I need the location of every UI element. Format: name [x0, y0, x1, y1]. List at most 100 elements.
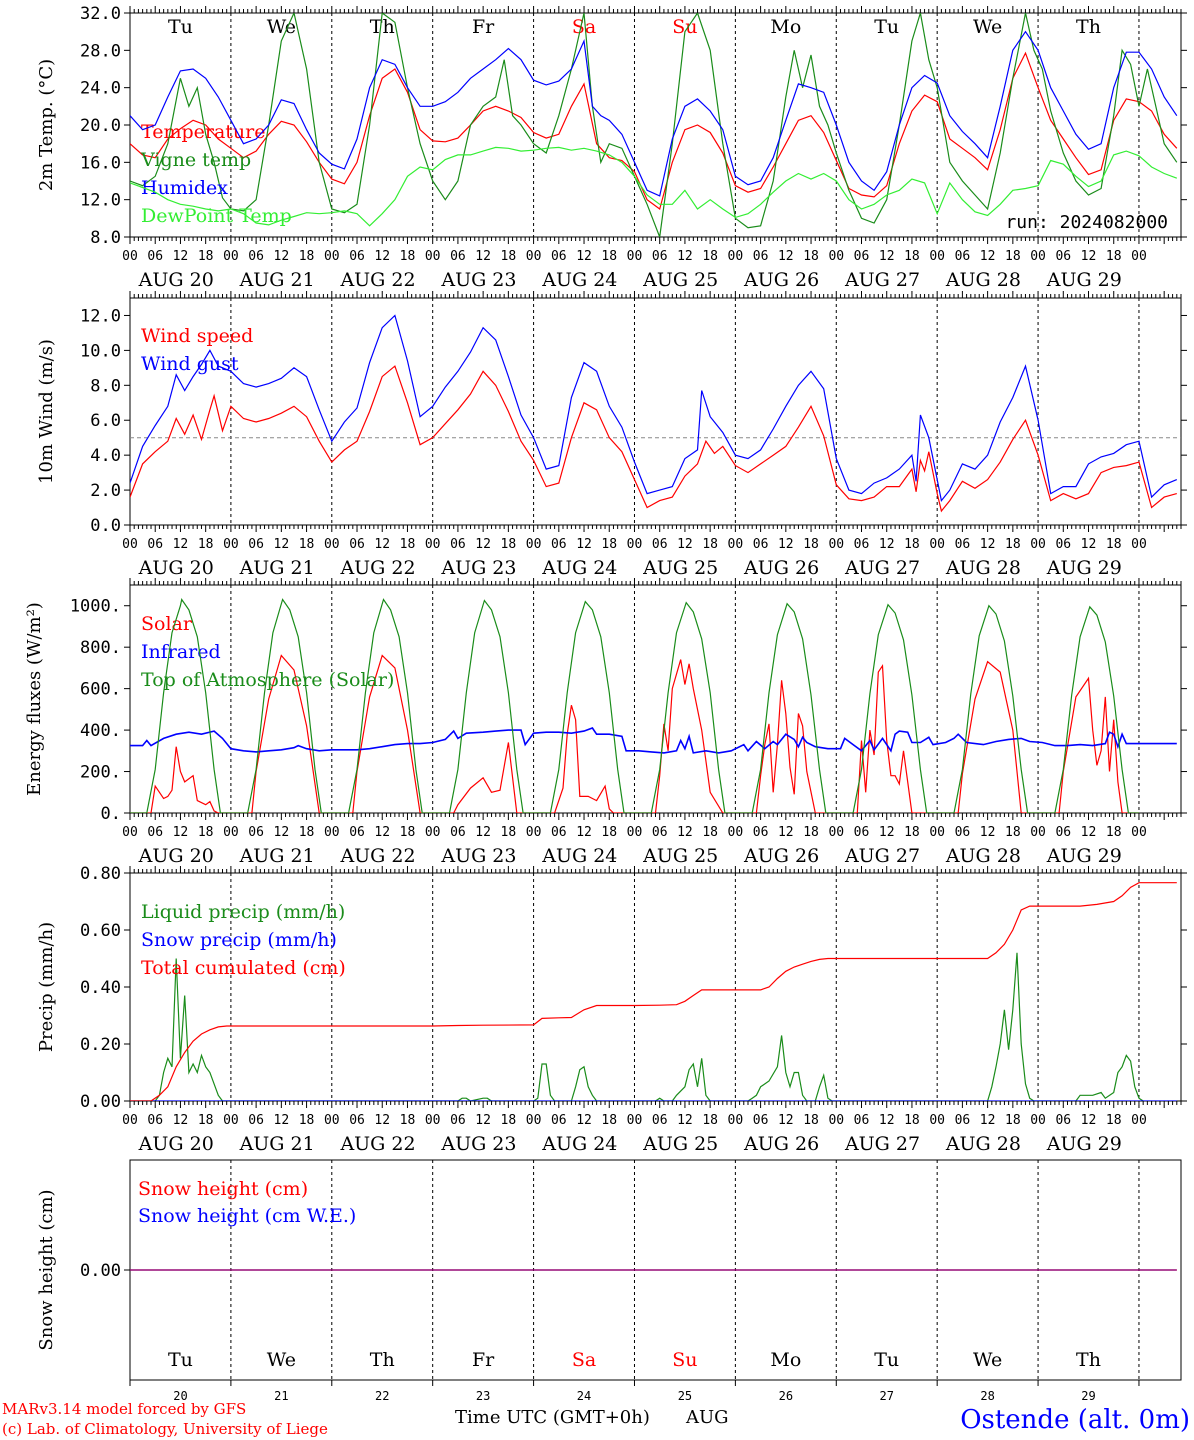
- hour-tick-label: 18: [501, 249, 517, 264]
- hour-tick-label: 00: [122, 1113, 138, 1128]
- hour-tick-label: 12: [374, 825, 390, 840]
- bottom-weekday-label: Tu: [874, 1349, 899, 1371]
- hour-tick-label: 18: [601, 249, 617, 264]
- date-label: AUG 29: [1046, 557, 1122, 579]
- hour-tick-label: 00: [526, 825, 542, 840]
- date-label: AUG 26: [743, 845, 819, 867]
- hour-tick-label: 18: [803, 249, 819, 264]
- series-line-temperature: [130, 51, 1178, 211]
- hour-tick-label: 12: [980, 249, 996, 264]
- hour-tick-label: 12: [1081, 537, 1097, 552]
- hour-tick-label: 12: [576, 1113, 592, 1128]
- date-label: AUG 22: [339, 269, 415, 291]
- weekday-label: Tu: [874, 16, 899, 38]
- legend-entry: Total cumulated (cm): [141, 957, 346, 979]
- date-label: AUG 22: [339, 1133, 415, 1155]
- legend-entry: Infrared: [141, 641, 221, 663]
- hour-tick-label: 06: [1055, 825, 1071, 840]
- hour-tick-label: 12: [274, 1113, 290, 1128]
- hour-tick-label: 18: [803, 825, 819, 840]
- hour-tick-label: 18: [1005, 537, 1021, 552]
- hour-tick-label: 18: [702, 537, 718, 552]
- hour-tick-label: 18: [501, 825, 517, 840]
- hour-tick-label: 00: [223, 537, 239, 552]
- hour-tick-label: 00: [425, 825, 441, 840]
- y-tick-label: 0.20: [80, 1035, 121, 1055]
- weekday-label: Sa: [572, 16, 596, 38]
- hour-tick-label: 18: [198, 249, 214, 264]
- y-tick-label: 600.: [80, 680, 121, 700]
- y-tick-label: 1000.: [70, 597, 121, 617]
- hour-tick-label: 12: [778, 1113, 794, 1128]
- date-label: AUG 25: [642, 845, 718, 867]
- hour-tick-label: 06: [955, 537, 971, 552]
- hour-tick-label: 06: [349, 1113, 365, 1128]
- hour-tick-label: 00: [1030, 249, 1046, 264]
- hour-tick-label: 12: [980, 1113, 996, 1128]
- date-label: AUG 25: [642, 557, 718, 579]
- hour-tick-label: 00: [324, 249, 340, 264]
- date-label: AUG 24: [541, 557, 617, 579]
- hour-tick-label: 18: [803, 537, 819, 552]
- hour-tick-label: 12: [879, 825, 895, 840]
- legend-entry: Snow precip (mm/h): [141, 929, 337, 951]
- hour-tick-label: 00: [425, 249, 441, 264]
- y-tick-label: 16.0: [80, 153, 121, 173]
- hour-tick-label: 18: [400, 537, 416, 552]
- date-label: AUG 25: [642, 1133, 718, 1155]
- hour-tick-label: 18: [702, 825, 718, 840]
- panel-3: 0. 200. 400. 600. 800. 1000. Energy fluxes (W/…: [24, 578, 1187, 867]
- hour-tick-label: 12: [778, 249, 794, 264]
- weekday-label: Tu: [168, 16, 193, 38]
- hour-tick-label: 12: [677, 249, 693, 264]
- hour-tick-label: 12: [879, 1113, 895, 1128]
- date-label: AUG 24: [541, 269, 617, 291]
- hour-tick-label: 00: [828, 537, 844, 552]
- y-axis-label: Snow height (cm): [36, 1189, 57, 1350]
- hour-tick-label: 00: [728, 1113, 744, 1128]
- hour-tick-label: 00: [1131, 1113, 1147, 1128]
- date-label: AUG 23: [440, 1133, 516, 1155]
- date-label: AUG 21: [239, 269, 315, 291]
- hour-tick-label: 12: [980, 825, 996, 840]
- hour-tick-label: 00: [122, 249, 138, 264]
- bottom-day-number: 21: [274, 1389, 288, 1403]
- y-tick-label: 800.: [80, 638, 121, 658]
- hour-tick-label: 06: [450, 1113, 466, 1128]
- hour-tick-label: 06: [450, 537, 466, 552]
- date-label: AUG 20: [138, 269, 214, 291]
- legend-entry: Vigne temp: [140, 149, 251, 171]
- hour-tick-label: 12: [677, 537, 693, 552]
- hour-tick-label: 00: [828, 1113, 844, 1128]
- hour-tick-label: 00: [728, 825, 744, 840]
- hour-tick-label: 06: [147, 537, 163, 552]
- hour-tick-label: 00: [1131, 249, 1147, 264]
- series-line-top-of-atmosphere-solar: [130, 598, 1139, 813]
- hour-tick-label: 00: [728, 537, 744, 552]
- y-tick-label: 28.0: [80, 41, 121, 61]
- date-label: AUG 23: [440, 269, 516, 291]
- bottom-weekday-label: We: [973, 1349, 1002, 1371]
- hour-tick-label: 06: [955, 1113, 971, 1128]
- hour-tick-label: 12: [374, 1113, 390, 1128]
- bottom-weekday-label: Su: [672, 1349, 697, 1371]
- weekday-label: We: [973, 16, 1002, 38]
- bottom-day-axis: Tu 20 We 21 Th 22 Fr 23 Sa 24 Su 25 Mo 26 Tu 27 We 28 Th 29: [168, 1349, 1101, 1403]
- hour-tick-label: 00: [1131, 825, 1147, 840]
- hour-tick-label: 18: [198, 1113, 214, 1128]
- hour-tick-label: 00: [526, 537, 542, 552]
- hour-tick-label: 06: [147, 1113, 163, 1128]
- hour-tick-label: 00: [122, 537, 138, 552]
- hour-tick-label: 18: [501, 1113, 517, 1128]
- date-label: AUG 28: [945, 845, 1021, 867]
- footer: MARv3.14 model forced by GFS (c) Lab. of…: [2, 1400, 1190, 1438]
- date-label: AUG 21: [239, 557, 315, 579]
- hour-tick-label: 06: [349, 825, 365, 840]
- legend-entry: DewPoint Temp: [141, 205, 292, 227]
- y-axis-label: 10m Wind (m/s): [36, 339, 57, 484]
- hour-tick-label: 06: [551, 1113, 567, 1128]
- date-label: AUG 20: [138, 845, 214, 867]
- hour-tick-label: 00: [1030, 825, 1046, 840]
- hour-tick-label: 18: [400, 249, 416, 264]
